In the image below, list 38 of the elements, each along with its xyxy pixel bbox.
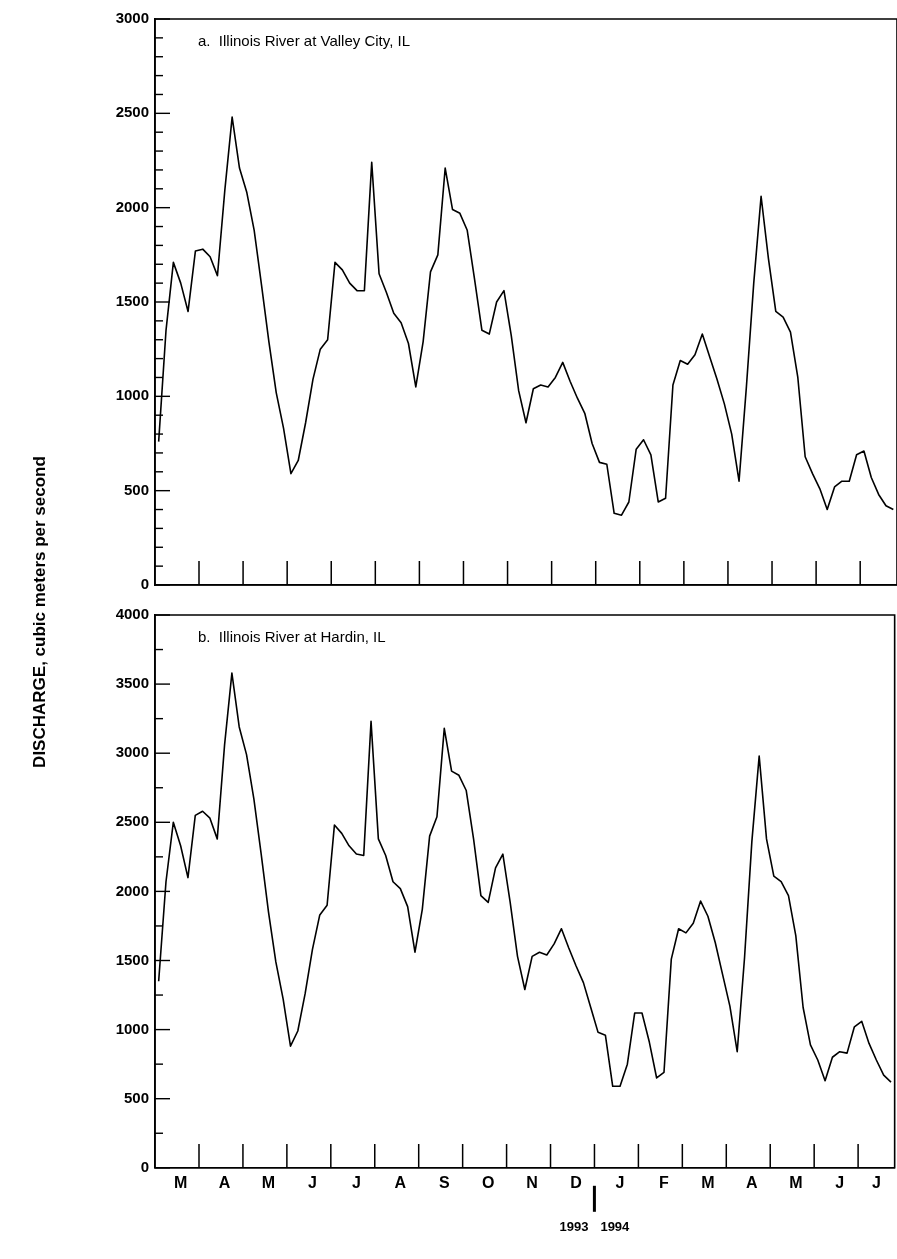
- y-tick-label: 0: [140, 1157, 149, 1175]
- y-tick-label: 1000: [115, 1019, 149, 1037]
- y-tick-label: 1500: [115, 950, 149, 968]
- y-tick-label: 2500: [115, 812, 149, 830]
- x-tick-label: A: [394, 1173, 407, 1191]
- y-tick-label: 3000: [115, 9, 149, 27]
- x-tick-label: M: [701, 1173, 715, 1191]
- y-tick-label: 3000: [115, 743, 149, 761]
- text: b. Illinois River at Hardin, IL: [198, 628, 386, 646]
- y-tick-label: 500: [123, 1088, 149, 1106]
- y-tick-label: 0: [140, 575, 149, 593]
- x-tick-label: M: [173, 1173, 188, 1191]
- y-tick-label: 2000: [115, 197, 149, 215]
- x-tick-label: J: [615, 1173, 625, 1191]
- x-tick-label: F: [659, 1173, 670, 1191]
- y-tick-label: 500: [123, 480, 149, 498]
- x-tick-label: J: [871, 1173, 881, 1191]
- text: 1994: [600, 1219, 631, 1235]
- x-tick-label: A: [746, 1173, 759, 1191]
- y-tick-label: 2000: [115, 881, 149, 899]
- y-tick-label: 3500: [115, 674, 149, 692]
- x-tick-label: N: [526, 1173, 538, 1191]
- x-tick-label: O: [481, 1173, 495, 1191]
- x-tick-label: D: [570, 1173, 582, 1191]
- x-tick-label: J: [351, 1173, 361, 1191]
- y-tick-label: 4000: [115, 605, 149, 623]
- text: a. Illinois River at Valley City, IL: [198, 32, 411, 50]
- y-tick-label: 2500: [115, 103, 149, 121]
- x-tick-label: J: [835, 1173, 845, 1191]
- y-tick-label: 1000: [115, 386, 149, 404]
- x-tick-label: M: [789, 1173, 803, 1191]
- x-tick-label: S: [438, 1173, 450, 1191]
- x-tick-label: J: [308, 1173, 317, 1191]
- text: 1993: [559, 1219, 589, 1235]
- y-tick-label: 1500: [115, 292, 149, 310]
- y-axis-title: DISCHARGE, cubic meters per second: [30, 456, 50, 768]
- x-tick-label: A: [218, 1173, 231, 1191]
- x-tick-label: M: [261, 1173, 276, 1191]
